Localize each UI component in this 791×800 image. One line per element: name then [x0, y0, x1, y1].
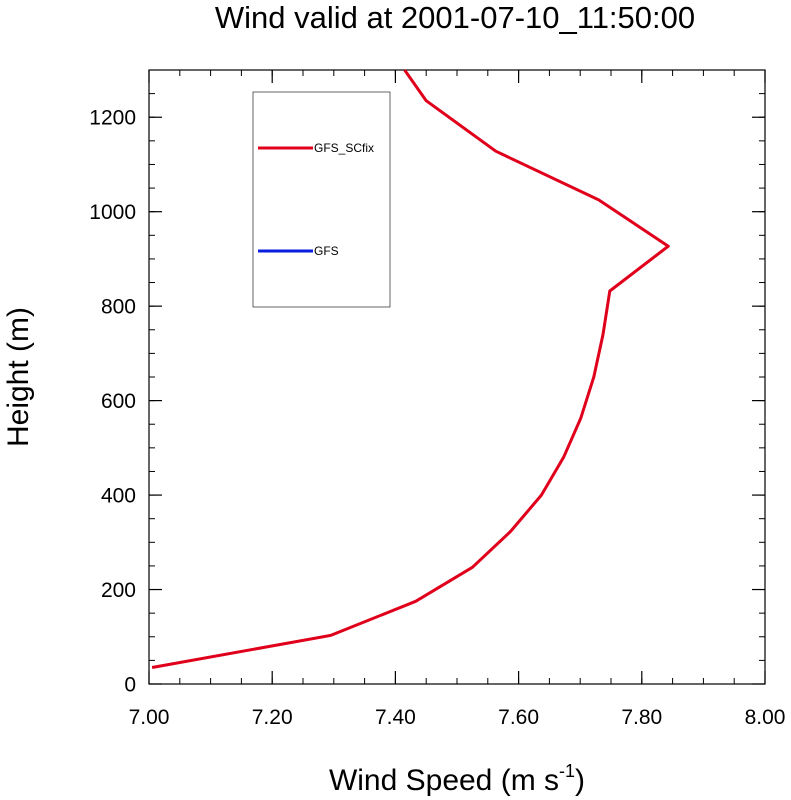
legend-label-gfs-scfix: GFS_SCfix [314, 141, 374, 155]
series-line-gfs-scfix [151, 69, 670, 669]
x-tick-label: 7.00 [129, 706, 170, 729]
plot-frame [148, 69, 766, 685]
legend: GFS_SCfix GFS [252, 91, 391, 308]
x-tick-labels: 7.00 7.20 7.40 7.60 7.80 8.00 [129, 706, 786, 729]
series-lines [151, 69, 670, 669]
x-tick-label: 7.20 [252, 706, 293, 729]
x-tick-label: 7.60 [498, 706, 539, 729]
x-tick-label: 7.80 [621, 706, 662, 729]
x-axis-label: Wind Speed (m s-1) [329, 761, 585, 797]
legend-label-gfs: GFS [314, 244, 339, 258]
minor-ticks [148, 69, 766, 685]
y-axis-label: Height (m) [2, 307, 35, 447]
y-tick-label: 0 [124, 674, 136, 697]
y-tick-label: 200 [101, 579, 136, 602]
chart-title: Wind valid at 2001-07-10_11:50:00 [215, 0, 695, 35]
y-tick-label: 1000 [89, 201, 136, 224]
y-tick-label: 1200 [89, 107, 136, 130]
y-tick-label: 400 [101, 485, 136, 508]
x-tick-label: 8.00 [745, 706, 786, 729]
x-axis-label-superscript: -1 [559, 761, 575, 781]
legend-box [252, 91, 391, 308]
y-tick-label: 600 [101, 390, 136, 413]
y-tick-labels: 0 200 400 600 800 1000 1200 [89, 107, 136, 697]
y-tick-label: 800 [101, 296, 136, 319]
x-axis-label-main: Wind Speed (m s [329, 764, 559, 797]
x-axis-label-end: ) [575, 764, 585, 797]
x-tick-label: 7.40 [375, 706, 416, 729]
major-ticks [148, 70, 766, 685]
